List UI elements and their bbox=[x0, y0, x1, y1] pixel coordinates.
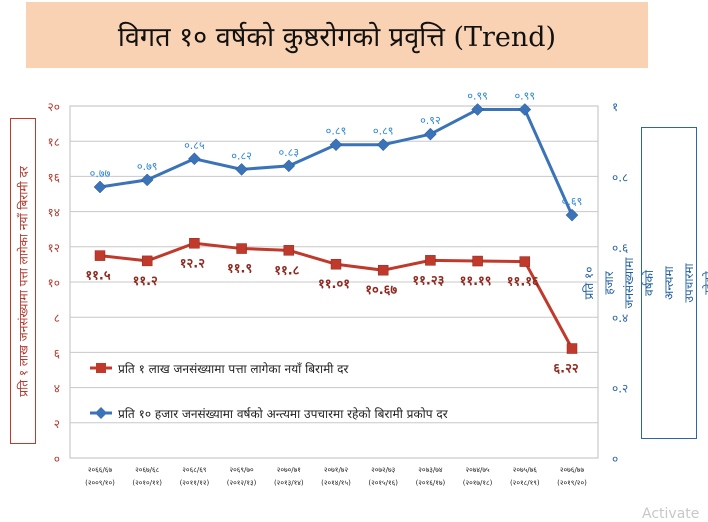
legend-label-new-cases: प्रति १ लाख जनसंख्यामा पत्ता लागेका नयाँ… bbox=[118, 362, 350, 376]
data-point bbox=[565, 208, 579, 222]
data-point bbox=[236, 243, 247, 254]
data-point bbox=[141, 255, 153, 267]
legend-marker-prevalence bbox=[95, 407, 107, 419]
left-tick-label: १२ bbox=[48, 241, 60, 255]
data-point bbox=[188, 152, 201, 166]
left-tick-label: १४ bbox=[48, 206, 60, 220]
right-axis-label-box: प्रति १० हजार जनसंख्यामा वर्षको अन्त्यमा… bbox=[582, 127, 708, 439]
right-tick-label: १ bbox=[612, 100, 618, 114]
legend-label-prevalence: प्रति १० हजार जनसंख्यामा वर्षको अन्त्यमा… bbox=[118, 407, 449, 421]
activation-watermark: Activate bbox=[642, 506, 700, 522]
x-tick-label-ad: (२०११/१२) bbox=[180, 479, 210, 487]
x-tick-label-ad: (२०१८/१९) bbox=[510, 479, 540, 487]
data-label: ६.२२ bbox=[553, 362, 578, 377]
x-tick-label: २०७०/७१ bbox=[277, 466, 301, 474]
data-label: ०.८५ bbox=[184, 139, 205, 152]
left-axis-label-box: प्रति १ लाख जनसंख्यामा पत्ता लागेका नयाँ… bbox=[10, 118, 36, 444]
chart-title: विगत १० वर्षको कुष्ठरोगको प्रवृत्ति (Tre… bbox=[117, 21, 557, 53]
x-tick-label-ad: (२०१३/१४) bbox=[274, 479, 304, 487]
data-point bbox=[93, 180, 107, 194]
x-tick-label: २०६६/६७ bbox=[88, 466, 113, 474]
x-tick-label-ad: (२००९/१०) bbox=[85, 479, 115, 487]
right-tick-label: ०.८ bbox=[612, 170, 628, 184]
left-axis-label: प्रति १ लाख जनसंख्यामा पत्ता लागेका नयाँ… bbox=[16, 165, 31, 397]
data-point bbox=[283, 245, 295, 256]
x-tick-label: २०७५/७६ bbox=[513, 466, 538, 474]
x-tick-label-ad: (२०१५/१६) bbox=[368, 479, 398, 487]
data-label: ०.८३ bbox=[278, 146, 299, 159]
left-tick-label: २ bbox=[54, 417, 60, 431]
legend-marker-new-cases bbox=[96, 363, 106, 373]
data-label: ०.६९ bbox=[562, 195, 583, 208]
left-tick-label: ४ bbox=[54, 382, 60, 396]
data-point bbox=[94, 250, 106, 261]
data-label: ११.९ bbox=[227, 262, 252, 277]
data-label: ०.८९ bbox=[326, 125, 347, 138]
data-point bbox=[519, 256, 531, 267]
left-tick-label: १६ bbox=[48, 170, 60, 184]
x-tick-label-ad: (२०१७/१८) bbox=[463, 479, 493, 487]
data-point bbox=[425, 255, 436, 266]
right-tick-label: ०.२ bbox=[612, 382, 628, 396]
right-tick-label: ० bbox=[612, 452, 618, 466]
data-label: ०.९९ bbox=[514, 90, 535, 103]
data-label: ११.८ bbox=[274, 263, 299, 278]
data-point bbox=[282, 159, 296, 173]
x-tick-label: २०७६/७७ bbox=[560, 466, 585, 474]
data-point bbox=[518, 103, 532, 116]
left-tick-label: १० bbox=[48, 276, 60, 290]
x-tick-label: २०७३/७४ bbox=[418, 466, 443, 474]
left-tick-label: ० bbox=[54, 452, 60, 466]
x-tick-label-ad: (२०१६/१७) bbox=[416, 479, 446, 487]
data-label: ०.९२ bbox=[420, 114, 441, 127]
left-tick-label: १८ bbox=[48, 135, 60, 149]
data-label: ११.२ bbox=[133, 274, 158, 289]
x-tick-label: २०६७/६८ bbox=[135, 466, 160, 474]
x-tick-label: २०६८/६९ bbox=[182, 466, 207, 474]
x-tick-label: २०७४/७५ bbox=[465, 466, 490, 474]
data-label: ०.८२ bbox=[231, 149, 252, 162]
data-point bbox=[376, 138, 390, 152]
x-tick-label: २०७२/७३ bbox=[371, 466, 396, 474]
right-axis-label: प्रति १० हजार जनसंख्यामा वर्षको अन्त्यमा… bbox=[582, 257, 708, 309]
data-point bbox=[472, 255, 483, 267]
x-tick-label-ad: (२०१२/१३) bbox=[227, 479, 257, 487]
data-label: ११.५ bbox=[85, 269, 110, 284]
data-point bbox=[140, 173, 154, 187]
data-point bbox=[189, 238, 200, 249]
left-tick-label: २० bbox=[48, 100, 60, 114]
data-label: ०.८९ bbox=[373, 125, 394, 138]
x-tick-label-ad: (२०१४/१५) bbox=[321, 479, 351, 487]
data-point bbox=[377, 264, 389, 276]
data-label: ०.९९ bbox=[467, 90, 488, 103]
data-point bbox=[330, 258, 342, 270]
data-point bbox=[471, 103, 484, 116]
data-label: ११.२३ bbox=[412, 273, 444, 288]
data-point bbox=[424, 127, 437, 141]
x-tick-label-ad: (२०१९/२०) bbox=[557, 479, 587, 487]
data-label: ०.७७ bbox=[90, 167, 111, 180]
data-label: १०.६७ bbox=[365, 283, 397, 298]
left-tick-label: ६ bbox=[54, 346, 60, 360]
data-label: ११.०१ bbox=[318, 277, 350, 292]
data-point bbox=[235, 163, 248, 176]
left-tick-label: ८ bbox=[54, 311, 60, 325]
right-tick-label: ०.६ bbox=[612, 241, 628, 255]
right-tick-label: ०.४ bbox=[612, 311, 628, 325]
title-banner: विगत १० वर्षको कुष्ठरोगको प्रवृत्ति (Tre… bbox=[26, 2, 648, 68]
data-point bbox=[566, 343, 578, 354]
data-label: ११.१९ bbox=[460, 274, 492, 289]
x-tick-label: २०७१/७२ bbox=[324, 466, 349, 474]
data-label: ११.१६ bbox=[507, 275, 539, 290]
x-tick-label: २०६९/७० bbox=[229, 466, 254, 474]
data-label: ०.७९ bbox=[137, 160, 158, 173]
data-point bbox=[329, 138, 343, 152]
data-label: १२.२ bbox=[180, 256, 205, 271]
x-tick-label-ad: (२०१०/११) bbox=[132, 479, 162, 487]
